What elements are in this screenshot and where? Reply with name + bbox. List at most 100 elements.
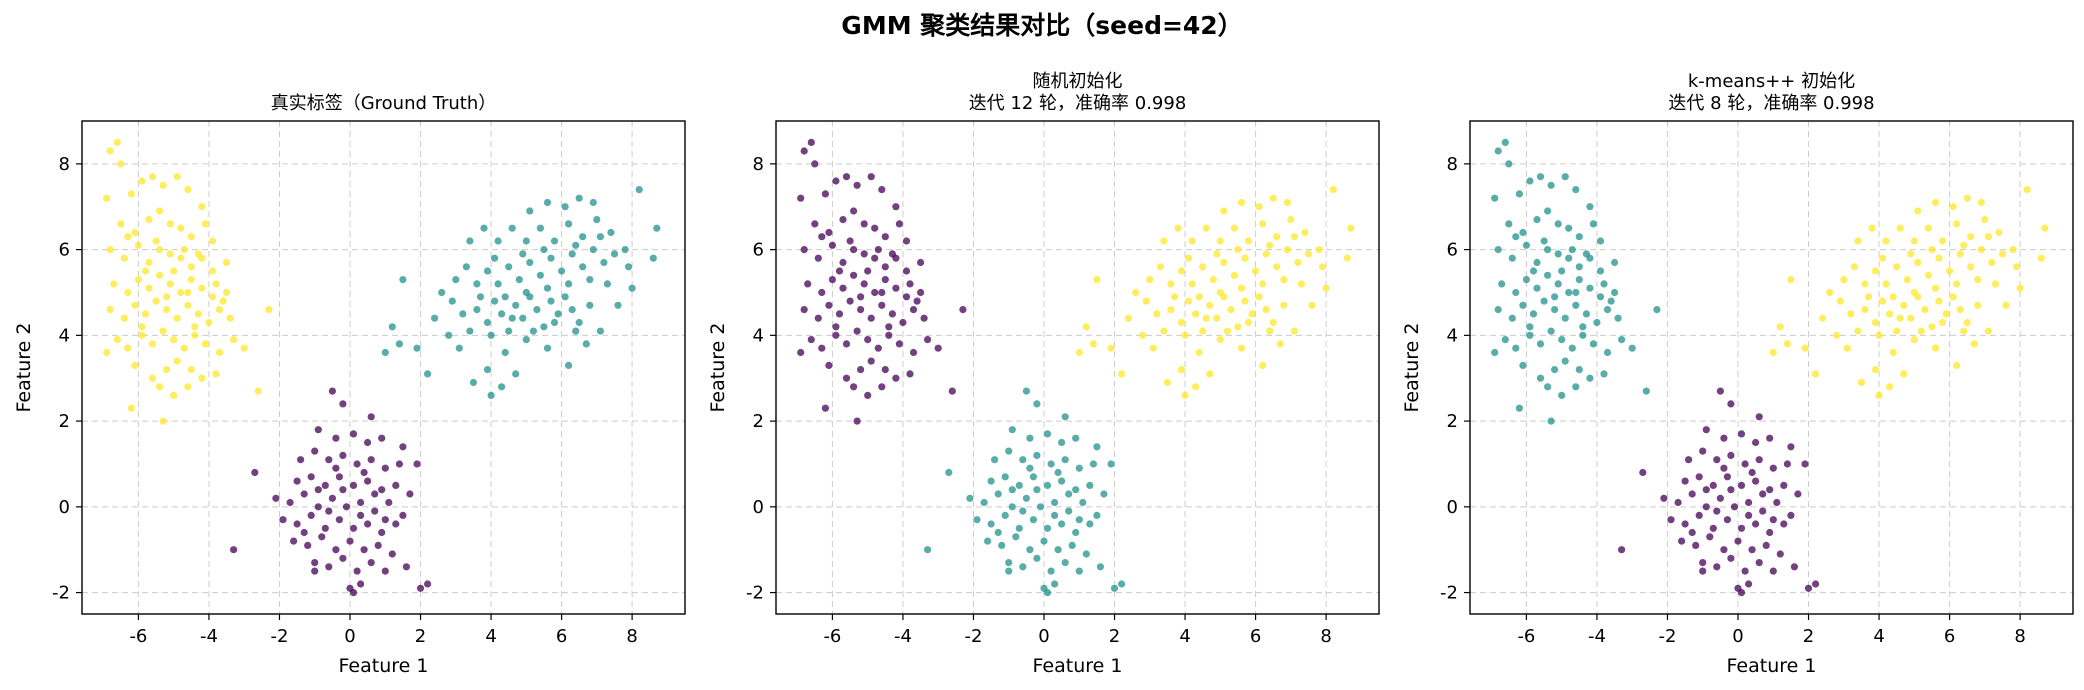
data-point	[878, 186, 886, 194]
data-point	[832, 177, 840, 185]
data-point	[1209, 276, 1217, 284]
data-point	[1843, 344, 1851, 352]
x-tick-label: -4	[894, 626, 912, 647]
data-point	[607, 228, 615, 237]
data-point	[184, 186, 192, 194]
data-point	[1241, 297, 1249, 305]
data-point	[1177, 366, 1186, 374]
data-point	[1177, 267, 1186, 275]
data-point	[120, 254, 128, 262]
data-point	[1882, 237, 1890, 245]
data-point	[1188, 237, 1196, 245]
data-point	[1988, 258, 1996, 267]
data-point	[1759, 490, 1767, 498]
data-point	[994, 490, 1002, 498]
data-point	[1949, 203, 1957, 211]
data-point	[1026, 546, 1034, 554]
data-point	[1110, 584, 1119, 592]
data-point	[106, 306, 114, 314]
data-point	[1051, 511, 1059, 519]
data-point	[1255, 203, 1263, 211]
data-point	[533, 306, 541, 314]
data-point	[293, 520, 301, 528]
data-point	[1699, 567, 1707, 575]
data-point	[385, 498, 393, 507]
data-point	[1752, 477, 1760, 485]
data-point	[1882, 280, 1890, 288]
data-point	[1896, 314, 1904, 322]
data-point	[1783, 460, 1791, 468]
data-point	[254, 387, 262, 395]
data-point	[307, 511, 315, 519]
data-point	[1748, 546, 1756, 554]
data-point	[212, 370, 220, 378]
subplot-title-line: 随机初始化	[1033, 71, 1123, 92]
data-point	[332, 464, 340, 472]
subplot-title-line: k-means++ 初始化	[1688, 71, 1855, 92]
data-point	[1505, 160, 1513, 168]
data-point	[1156, 263, 1164, 271]
data-point	[1259, 280, 1267, 288]
data-point	[1262, 250, 1270, 258]
data-point	[215, 306, 224, 314]
data-point	[512, 370, 520, 378]
data-point	[1826, 288, 1834, 297]
data-point	[1575, 366, 1583, 374]
data-point	[272, 494, 280, 502]
data-point	[565, 220, 573, 228]
x-tick-label: 0	[1038, 626, 1049, 647]
data-point	[1026, 464, 1034, 472]
data-point	[138, 177, 146, 185]
data-point	[353, 460, 361, 468]
data-point	[814, 254, 822, 262]
data-point	[265, 306, 273, 314]
data-point	[1963, 194, 1971, 202]
data-point	[1107, 344, 1115, 352]
data-point	[1529, 310, 1538, 318]
data-point	[215, 348, 224, 357]
data-point	[452, 276, 460, 284]
figure-suptitle: GMM 聚类结果对比（seed=42）	[841, 11, 1242, 40]
data-point	[286, 498, 294, 507]
data-point	[603, 280, 612, 288]
data-point	[223, 258, 231, 267]
data-point	[1681, 520, 1689, 528]
data-point	[1167, 306, 1175, 314]
data-point	[1653, 306, 1661, 314]
data-point	[1819, 314, 1827, 322]
data-point	[515, 276, 523, 284]
data-point	[498, 383, 506, 391]
data-point	[1984, 233, 1992, 241]
data-point	[582, 340, 590, 348]
data-point	[1642, 387, 1650, 395]
data-point	[159, 181, 167, 189]
data-point	[1322, 284, 1330, 292]
data-point	[148, 340, 157, 348]
data-point	[1230, 224, 1238, 232]
data-point	[1547, 327, 1555, 335]
data-point	[1139, 331, 1147, 339]
data-point	[1526, 323, 1534, 331]
data-point	[878, 288, 886, 297]
data-point	[145, 284, 153, 292]
y-tick-label: 6	[753, 240, 764, 261]
data-point	[325, 507, 333, 515]
data-point	[1716, 387, 1724, 395]
data-point	[413, 460, 421, 468]
data-point	[1093, 443, 1101, 451]
data-point	[1519, 228, 1527, 237]
data-point	[505, 263, 513, 271]
data-point	[1787, 511, 1795, 519]
data-point	[579, 233, 587, 241]
data-point	[156, 246, 164, 254]
data-point	[628, 284, 636, 292]
data-point	[1118, 580, 1126, 588]
x-tick-label: -2	[270, 626, 288, 647]
data-point	[1967, 233, 1975, 241]
data-point	[290, 537, 298, 545]
data-point	[138, 323, 146, 331]
data-point	[2023, 186, 2031, 194]
data-point	[850, 271, 858, 279]
data-point	[1790, 563, 1798, 571]
data-point	[1125, 314, 1133, 322]
